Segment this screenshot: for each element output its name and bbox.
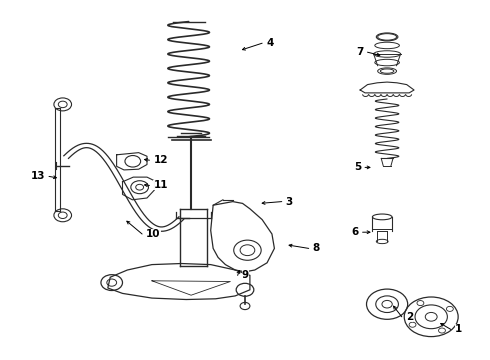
Text: 12: 12 xyxy=(153,155,168,165)
Polygon shape xyxy=(360,82,414,93)
Text: 11: 11 xyxy=(153,180,168,190)
Text: 7: 7 xyxy=(356,47,364,57)
Text: 2: 2 xyxy=(406,312,413,322)
Text: 6: 6 xyxy=(351,227,359,237)
Text: 4: 4 xyxy=(266,38,273,48)
Text: 13: 13 xyxy=(30,171,45,181)
Text: 10: 10 xyxy=(146,229,161,239)
Text: 9: 9 xyxy=(242,270,249,280)
Text: 3: 3 xyxy=(286,197,293,207)
Text: 1: 1 xyxy=(455,324,462,334)
Text: 8: 8 xyxy=(313,243,320,253)
Text: 5: 5 xyxy=(354,162,361,172)
